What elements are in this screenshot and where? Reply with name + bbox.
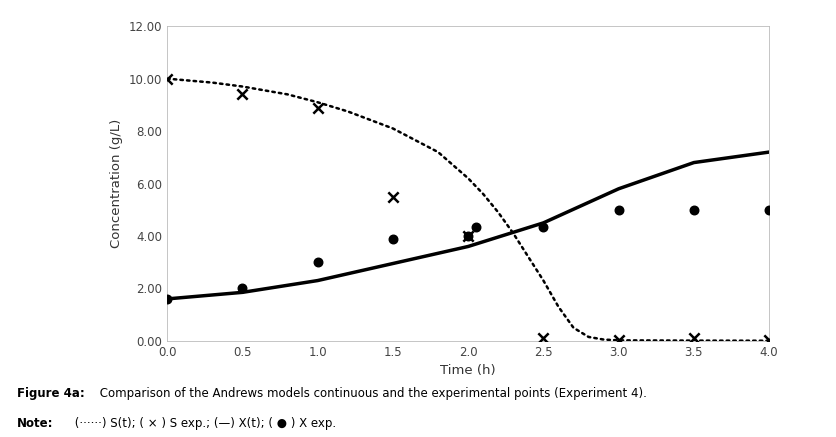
Text: Comparison of the Andrews models continuous and the experimental points (Experim: Comparison of the Andrews models continu… [96,387,647,400]
Point [161,75,174,82]
Point [687,206,701,213]
Point [469,223,482,230]
Point [762,336,776,343]
Point [537,335,550,342]
X-axis label: Time (h): Time (h) [441,364,496,377]
Point [762,206,776,213]
Point [537,223,550,230]
Text: Note:: Note: [17,417,54,430]
Point [236,91,249,98]
Point [386,235,400,242]
Point [461,232,475,239]
Point [687,335,701,342]
Y-axis label: Concentration (g/L): Concentration (g/L) [110,119,123,248]
Point [311,104,324,111]
Point [612,206,625,213]
Point [161,295,174,302]
Text: Figure 4a:: Figure 4a: [17,387,84,400]
Point [386,193,400,200]
Point [311,259,324,266]
Text: (······) S(t); ( × ) S exp.; (—) X(t); ( ● ) X exp.: (······) S(t); ( × ) S exp.; (—) X(t); (… [71,417,336,430]
Point [461,232,475,239]
Point [612,336,625,343]
Point [236,285,249,292]
